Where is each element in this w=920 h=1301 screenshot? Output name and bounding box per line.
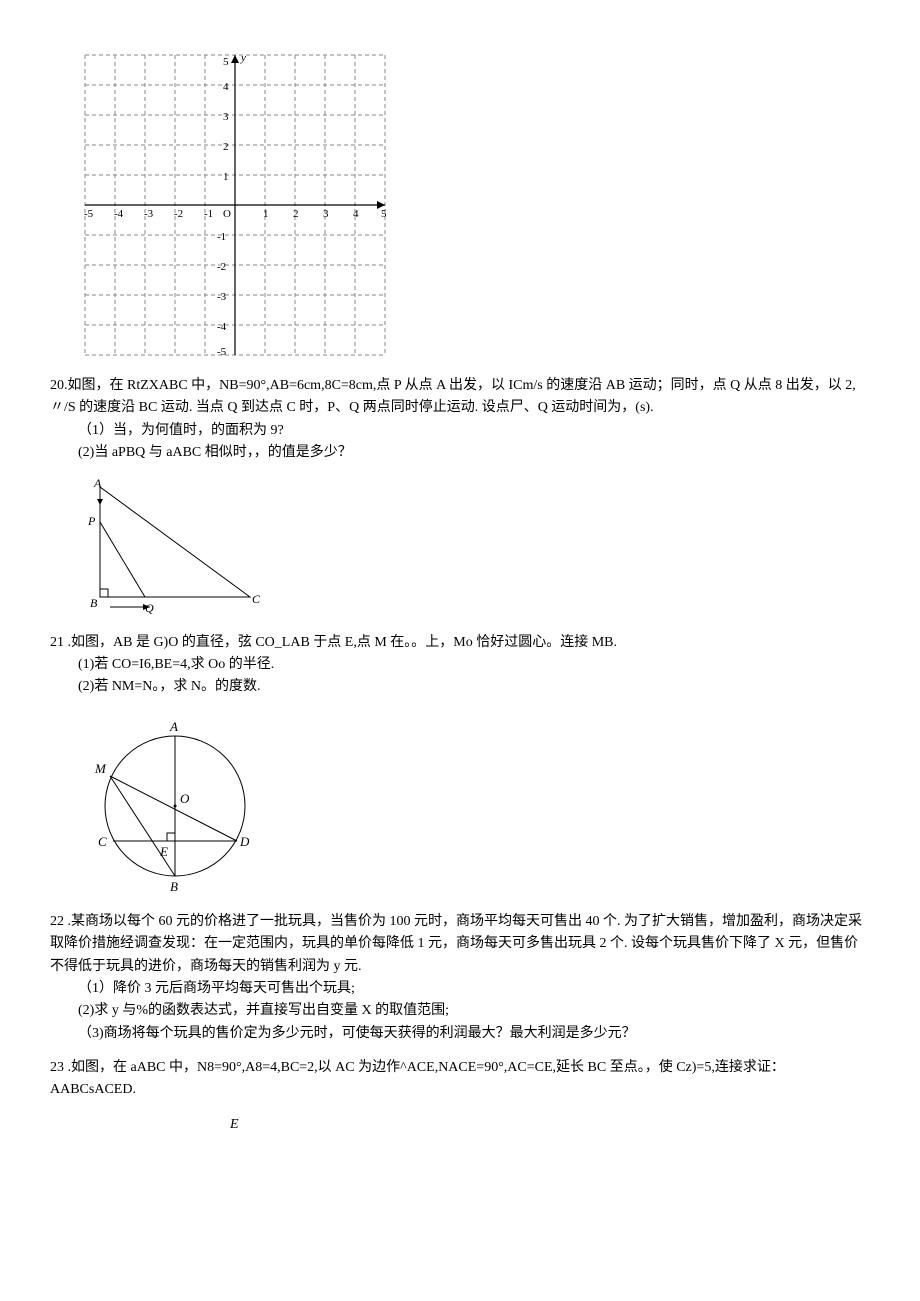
problem-22-num: 22	[50, 914, 64, 929]
problem-20-text: .如图，在 RtZXABC 中，NB=90°,AB=6cm,8C=8cm,点 P…	[50, 378, 856, 415]
svg-text:-4: -4	[114, 208, 124, 220]
triangle-figure-p20: A P B Q C	[80, 477, 870, 617]
problem-22-sub3: （3)商场将每个玩具的售价定为多少元时，可使每天获得的利润最大？最大利润是多少元…	[78, 1023, 870, 1045]
svg-text:A: A	[169, 719, 178, 734]
problem-23-text: .如图，在 aABC 中，N8=90°,A8=4,BC=2,以 AC 为边作^A…	[50, 1060, 785, 1097]
svg-text:-2: -2	[174, 208, 183, 220]
grid-svg: x y O -5-4-3-2-1 12345 12345 -1-2-3-4-5	[80, 50, 390, 360]
problem-23-num: 23	[50, 1060, 64, 1075]
label-e-p23: E	[230, 1114, 870, 1136]
svg-text:B: B	[90, 596, 98, 610]
svg-text:A: A	[93, 477, 102, 490]
svg-text:P: P	[87, 514, 96, 528]
svg-text:3: 3	[323, 208, 329, 220]
circle-figure-p21: A B C D M O E	[80, 711, 870, 896]
problem-21-sub1: (1)若 CO=I6,BE=4,求 Oo 的半径.	[78, 654, 870, 676]
svg-text:5: 5	[381, 208, 387, 220]
svg-text:-5: -5	[84, 208, 94, 220]
svg-text:5: 5	[223, 56, 229, 68]
circle-svg: A B C D M O E	[80, 711, 270, 896]
svg-text:B: B	[170, 879, 178, 894]
problem-20-sub2: (2)当 aPBQ 与 aABC 相似时，，的值是多少？	[78, 442, 870, 464]
svg-text:4: 4	[223, 81, 229, 93]
svg-text:3: 3	[223, 111, 229, 123]
problem-20: 20.如图，在 RtZXABC 中，NB=90°,AB=6cm,8C=8cm,点…	[50, 375, 870, 465]
problem-21-sub2: (2)若 NM=N。，求 N。的度数.	[78, 676, 870, 698]
svg-text:E: E	[159, 844, 168, 859]
svg-text:-4: -4	[217, 321, 227, 333]
problem-20-sub1: （1）当，为何值时，的面积为 9?	[78, 420, 870, 442]
y-axis-label: y	[240, 52, 246, 64]
svg-text:-3: -3	[217, 291, 227, 303]
svg-text:1: 1	[223, 171, 229, 183]
svg-text:D: D	[239, 834, 250, 849]
problem-22-text: .某商场以每个 60 元的价格进了一批玩具，当售价为 100 元时，商场平均每天…	[50, 914, 862, 974]
svg-text:1: 1	[263, 208, 269, 220]
problem-20-num: 20	[50, 378, 64, 393]
problem-22: 22 .某商场以每个 60 元的价格进了一批玩具，当售价为 100 元时，商场平…	[50, 911, 870, 1045]
problem-21-text: .如图，AB 是 G)O 的直径，弦 CO_LAB 于点 E,点 M 在。。上，…	[64, 635, 617, 650]
problem-22-sub1: （1）降价 3 元后商场平均每天可售出个玩具;	[78, 978, 870, 1000]
svg-text:C: C	[98, 834, 107, 849]
svg-text:-1: -1	[217, 231, 226, 243]
problem-21-num: 21	[50, 635, 64, 650]
problem-22-sub2: (2)求 y 与%的函数表达式，并直接写出自变量 X 的取值范围;	[78, 1000, 870, 1022]
svg-text:-1: -1	[204, 208, 213, 220]
svg-text:-3: -3	[144, 208, 154, 220]
svg-text:Q: Q	[145, 601, 154, 615]
svg-text:4: 4	[353, 208, 359, 220]
svg-text:C: C	[252, 592, 261, 606]
problem-21: 21 .如图，AB 是 G)O 的直径，弦 CO_LAB 于点 E,点 M 在。…	[50, 632, 870, 699]
svg-text:2: 2	[223, 141, 229, 153]
origin-label: O	[223, 208, 231, 220]
coordinate-grid-figure: x y O -5-4-3-2-1 12345 12345 -1-2-3-4-5	[80, 50, 870, 360]
triangle-svg: A P B Q C	[80, 477, 270, 617]
svg-text:-2: -2	[217, 261, 226, 273]
svg-text:-5: -5	[217, 346, 227, 358]
svg-text:M: M	[94, 761, 107, 776]
problem-23: 23 .如图，在 aABC 中，N8=90°,A8=4,BC=2,以 AC 为边…	[50, 1057, 870, 1102]
svg-text:2: 2	[293, 208, 299, 220]
svg-text:O: O	[180, 791, 190, 806]
